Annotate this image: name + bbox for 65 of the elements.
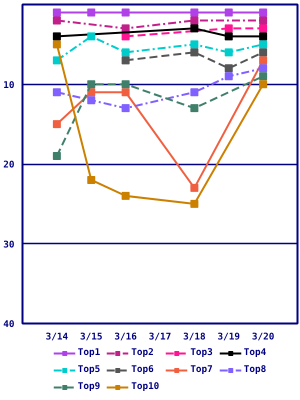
legend-label: Top7 [190,364,213,375]
point [259,48,268,56]
point [224,32,233,40]
point [52,120,61,128]
x-tick-label: 3/14 [46,332,68,342]
legend-label: Top8 [244,364,266,375]
y-tick-label: 20 [3,160,15,170]
point [259,24,268,32]
point [190,40,198,48]
legend-label: Top5 [78,364,100,375]
point [190,184,198,192]
point [259,32,268,40]
x-tick-label: 3/18 [183,332,206,342]
point [190,200,198,208]
point [259,8,268,16]
point [224,8,233,16]
point [224,24,233,32]
point [259,72,268,80]
point [259,40,268,48]
legend-label: Top9 [78,381,100,392]
legend-label: Top10 [131,381,160,392]
point [190,16,198,24]
y-tick-label: 40 [3,319,15,330]
x-tick-label: 3/16 [114,332,138,342]
x-tick-label: 3/20 [252,332,275,342]
point [190,48,198,56]
point [122,88,130,96]
y-tick-label: 10 [3,80,15,91]
point [190,104,198,112]
point [259,56,268,64]
point [224,72,233,80]
point [259,16,268,24]
point [190,8,198,16]
point [87,80,96,88]
point [224,48,233,56]
point [87,32,96,40]
legend-label: Top1 [78,347,100,358]
point [122,192,130,200]
point [52,8,61,16]
point [52,16,61,24]
x-tick-label: 3/15 [80,332,102,342]
x-tick-label: 3/17 [148,332,172,342]
y-tick-label: 30 [3,239,15,250]
x-tick-label: 3/19 [218,332,240,342]
point [122,80,130,88]
point [259,80,268,88]
point [190,88,198,96]
point [122,8,130,16]
legend-label: Top6 [131,364,154,375]
point [122,104,130,112]
point [52,40,61,48]
point [52,88,61,96]
point [87,96,96,104]
point [87,176,96,184]
point [224,64,233,72]
point [52,152,61,160]
legend-label: Top4 [244,347,266,358]
point [52,32,61,40]
point [259,64,268,72]
point [190,24,198,32]
legend-label: Top3 [190,347,213,358]
point [87,8,96,16]
point [122,56,130,64]
legend-label: Top2 [131,347,154,358]
point [122,48,130,56]
